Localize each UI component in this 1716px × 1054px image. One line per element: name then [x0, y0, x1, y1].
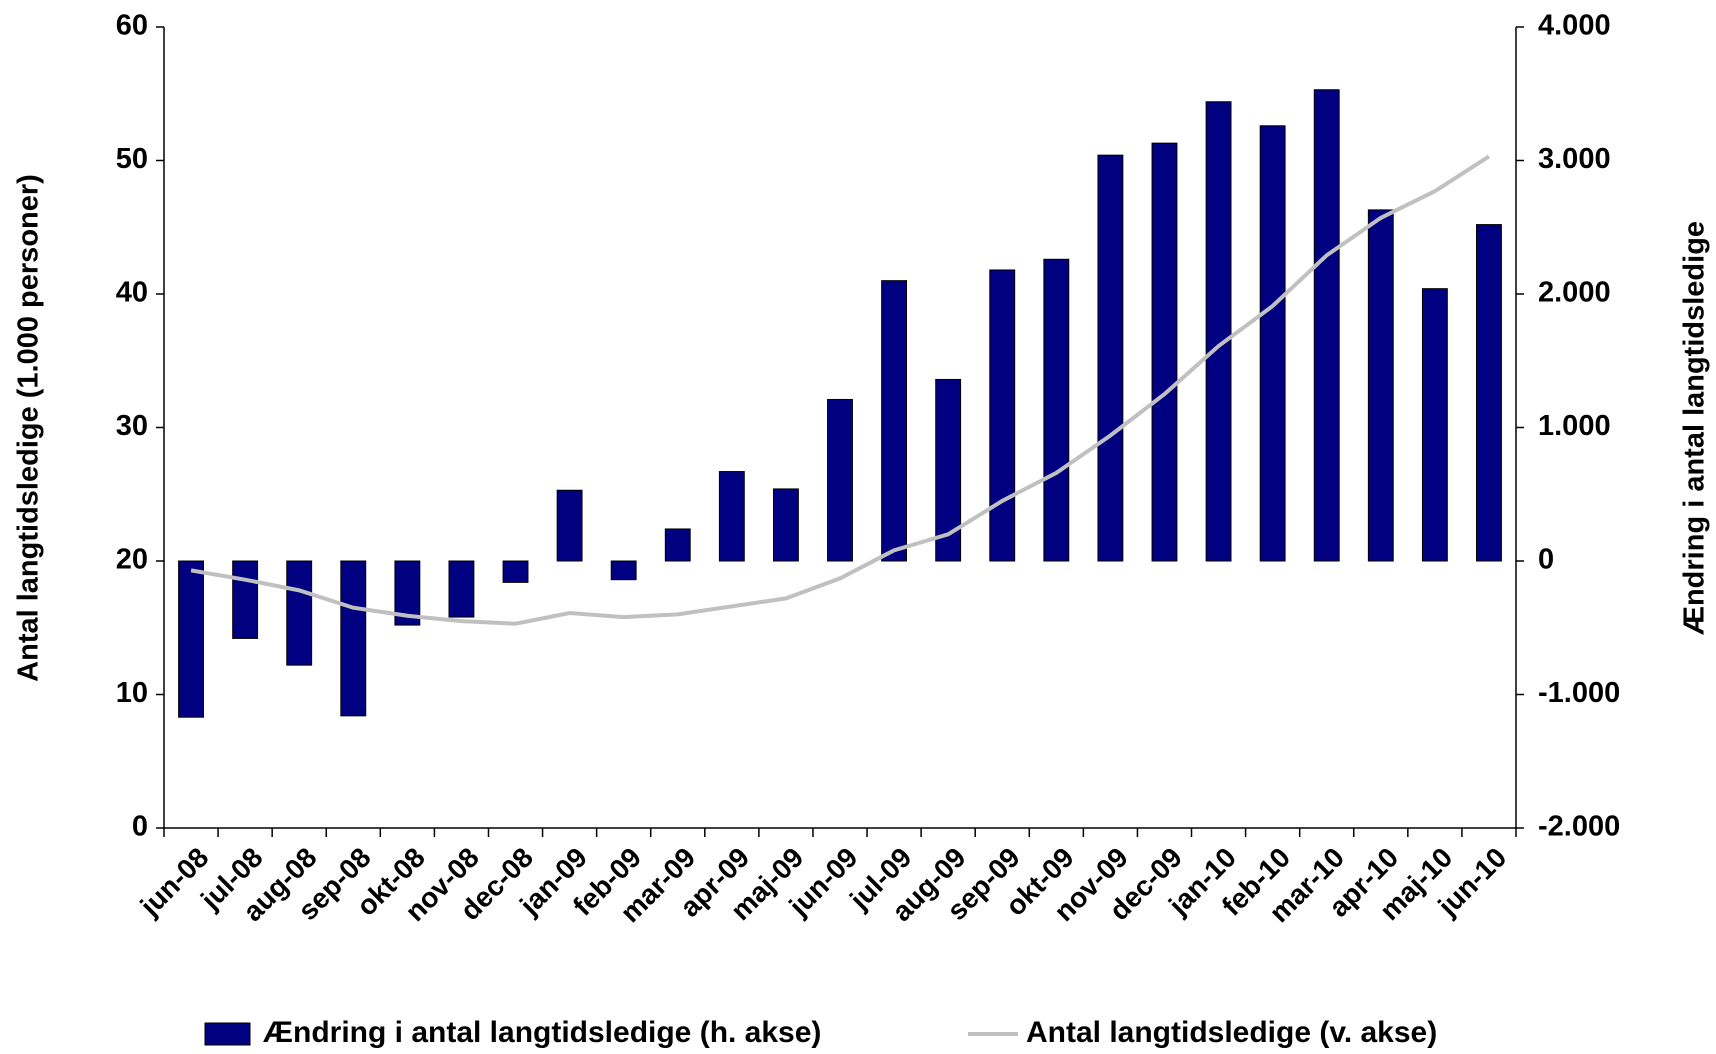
y-tick-label: 40 [116, 277, 148, 309]
y2-tick-label: -2.000 [1538, 811, 1620, 843]
bar [448, 560, 475, 618]
bar [772, 488, 799, 562]
bar [1476, 224, 1502, 562]
y2-tick-label: 1.000 [1538, 410, 1611, 442]
y-tick-label: 50 [116, 143, 148, 175]
y2-axis-title: Ændring i antal langtidsledige [1679, 221, 1711, 635]
bar [1097, 154, 1124, 562]
y-tick-label: 30 [116, 410, 148, 442]
bar [1205, 101, 1232, 562]
bar [1367, 209, 1394, 562]
y-tick-label: 0 [132, 811, 148, 843]
bar [502, 560, 529, 583]
y2-tick-label: 0 [1538, 544, 1554, 576]
bar [1151, 142, 1178, 562]
bar [1313, 89, 1340, 562]
bar [664, 528, 691, 562]
legend-swatch [204, 1022, 251, 1046]
y-tick-label: 20 [116, 544, 148, 576]
bar [827, 398, 853, 562]
y2-tick-label: 2.000 [1538, 277, 1611, 309]
y2-tick-label: 3.000 [1538, 143, 1611, 175]
bar [340, 560, 367, 717]
bar [610, 560, 637, 581]
line [190, 154, 1491, 626]
bar [232, 560, 259, 639]
legend-label: Ændring i antal langtidsledige (h. akse) [263, 1016, 821, 1049]
x-tick-label: jun-08 [134, 842, 215, 923]
y-tick-label: 60 [116, 10, 148, 42]
bar [989, 269, 1016, 562]
bar [1043, 258, 1070, 562]
y-tick-label: 10 [116, 677, 148, 709]
bar [178, 560, 204, 718]
bar [286, 560, 313, 666]
bar [1421, 288, 1448, 562]
legend-label: Antal langtidsledige (v. akse) [1026, 1016, 1437, 1049]
bar [1259, 125, 1286, 562]
y2-tick-label: -1.000 [1538, 677, 1620, 709]
y-axis-title: Antal langtidsledige (1.000 personer) [13, 174, 45, 682]
bar [718, 471, 745, 562]
bar [556, 489, 583, 562]
bar [881, 280, 908, 562]
y2-tick-label: 4.000 [1538, 10, 1611, 42]
